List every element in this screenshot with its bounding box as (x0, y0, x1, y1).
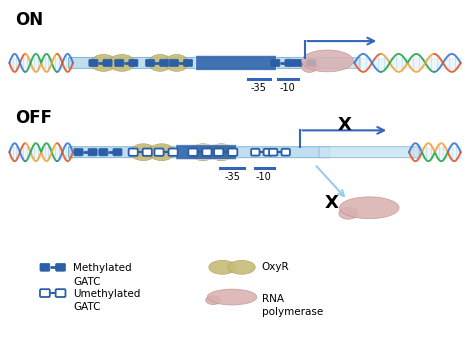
FancyBboxPatch shape (55, 263, 65, 271)
FancyBboxPatch shape (146, 59, 155, 66)
FancyBboxPatch shape (176, 145, 237, 160)
Ellipse shape (148, 54, 172, 71)
FancyBboxPatch shape (74, 148, 83, 156)
FancyBboxPatch shape (285, 59, 294, 66)
Text: OxyR: OxyR (262, 262, 290, 272)
FancyBboxPatch shape (169, 59, 179, 66)
Ellipse shape (109, 54, 135, 71)
Ellipse shape (207, 289, 257, 305)
Ellipse shape (209, 260, 236, 274)
Text: X: X (337, 116, 351, 135)
FancyBboxPatch shape (188, 148, 197, 156)
FancyBboxPatch shape (169, 148, 178, 156)
FancyBboxPatch shape (40, 263, 50, 271)
FancyBboxPatch shape (214, 148, 223, 156)
Ellipse shape (339, 207, 358, 219)
Text: OFF: OFF (15, 109, 52, 126)
FancyBboxPatch shape (69, 58, 300, 69)
Ellipse shape (206, 296, 220, 305)
FancyBboxPatch shape (202, 148, 211, 156)
Text: -10: -10 (280, 83, 296, 93)
Ellipse shape (209, 144, 234, 160)
FancyBboxPatch shape (40, 289, 50, 297)
FancyBboxPatch shape (69, 147, 330, 158)
FancyBboxPatch shape (103, 59, 112, 66)
Ellipse shape (339, 197, 399, 219)
Ellipse shape (301, 60, 318, 72)
FancyBboxPatch shape (88, 148, 97, 156)
FancyBboxPatch shape (55, 289, 65, 297)
FancyBboxPatch shape (289, 58, 360, 69)
FancyBboxPatch shape (155, 148, 164, 156)
FancyBboxPatch shape (319, 147, 419, 158)
FancyBboxPatch shape (89, 59, 98, 66)
Text: -35: -35 (224, 172, 240, 182)
Ellipse shape (190, 144, 216, 160)
Ellipse shape (301, 50, 353, 72)
FancyBboxPatch shape (292, 59, 302, 66)
Text: Umethylated
GATC: Umethylated GATC (73, 289, 140, 312)
FancyBboxPatch shape (264, 149, 272, 155)
FancyBboxPatch shape (251, 149, 259, 155)
FancyBboxPatch shape (160, 59, 169, 66)
FancyBboxPatch shape (129, 59, 138, 66)
Text: X: X (325, 194, 338, 212)
FancyBboxPatch shape (183, 59, 192, 66)
FancyBboxPatch shape (99, 148, 108, 156)
Ellipse shape (149, 144, 174, 160)
FancyBboxPatch shape (128, 148, 138, 156)
FancyBboxPatch shape (269, 149, 277, 155)
Text: -10: -10 (256, 172, 272, 182)
FancyBboxPatch shape (282, 149, 290, 155)
Ellipse shape (91, 54, 117, 71)
Text: -35: -35 (251, 83, 267, 93)
FancyBboxPatch shape (115, 59, 124, 66)
FancyBboxPatch shape (113, 148, 122, 156)
Ellipse shape (228, 260, 255, 274)
FancyBboxPatch shape (307, 59, 316, 66)
Text: RNA
polymerase: RNA polymerase (262, 294, 323, 317)
Text: ON: ON (15, 11, 44, 29)
Text: Methylated
GATC: Methylated GATC (73, 263, 132, 286)
FancyBboxPatch shape (196, 55, 276, 70)
Ellipse shape (130, 144, 156, 160)
FancyBboxPatch shape (143, 148, 152, 156)
FancyBboxPatch shape (228, 148, 237, 156)
FancyBboxPatch shape (271, 59, 280, 66)
Ellipse shape (165, 54, 189, 71)
